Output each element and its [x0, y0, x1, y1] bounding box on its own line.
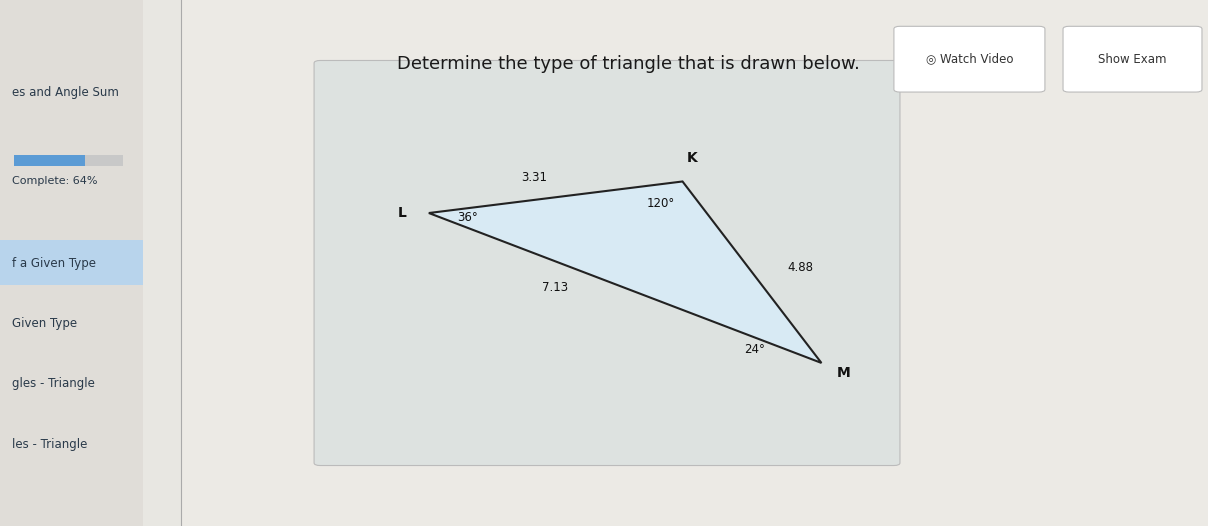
Bar — [0, 0, 143, 526]
Text: K: K — [687, 151, 697, 165]
Text: 36°: 36° — [457, 211, 478, 224]
Text: M: M — [836, 367, 850, 380]
Text: ◎ Watch Video: ◎ Watch Video — [925, 53, 1014, 66]
Bar — [181, 0, 1208, 526]
FancyBboxPatch shape — [1063, 26, 1202, 92]
Text: 7.13: 7.13 — [542, 281, 568, 295]
Polygon shape — [429, 181, 821, 363]
Text: 4.88: 4.88 — [788, 261, 813, 275]
Text: 3.31: 3.31 — [521, 171, 547, 184]
Text: les - Triangle: les - Triangle — [12, 438, 87, 451]
Text: Given Type: Given Type — [12, 317, 77, 330]
FancyBboxPatch shape — [894, 26, 1045, 92]
Text: f a Given Type: f a Given Type — [12, 257, 97, 269]
FancyBboxPatch shape — [314, 60, 900, 466]
Text: gles - Triangle: gles - Triangle — [12, 378, 95, 390]
Text: 120°: 120° — [646, 197, 675, 210]
Bar — [0, 240, 143, 285]
Text: Determine the type of triangle that is drawn below.: Determine the type of triangle that is d… — [396, 55, 860, 73]
Text: es and Angle Sum: es and Angle Sum — [12, 86, 118, 98]
Bar — [14, 155, 123, 166]
Text: L: L — [397, 206, 407, 220]
Bar — [14, 155, 85, 166]
Text: Complete: 64%: Complete: 64% — [12, 176, 98, 187]
Text: 24°: 24° — [744, 343, 766, 356]
Text: Show Exam: Show Exam — [1098, 53, 1167, 66]
